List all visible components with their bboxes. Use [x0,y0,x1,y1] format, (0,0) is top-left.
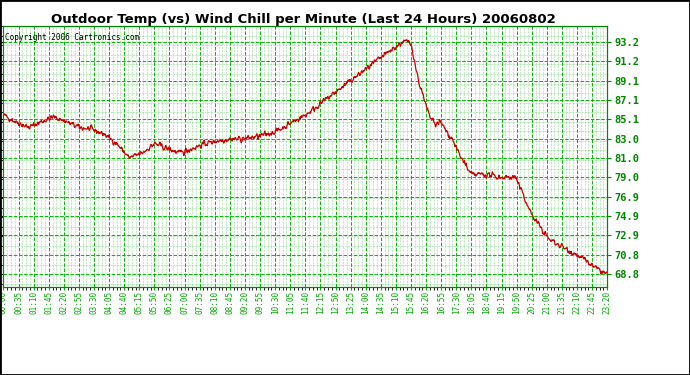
Text: Outdoor Temp (vs) Wind Chill per Minute (Last 24 Hours) 20060802: Outdoor Temp (vs) Wind Chill per Minute … [51,13,556,26]
Text: Copyright 2006 Cartronics.com: Copyright 2006 Cartronics.com [6,33,139,42]
